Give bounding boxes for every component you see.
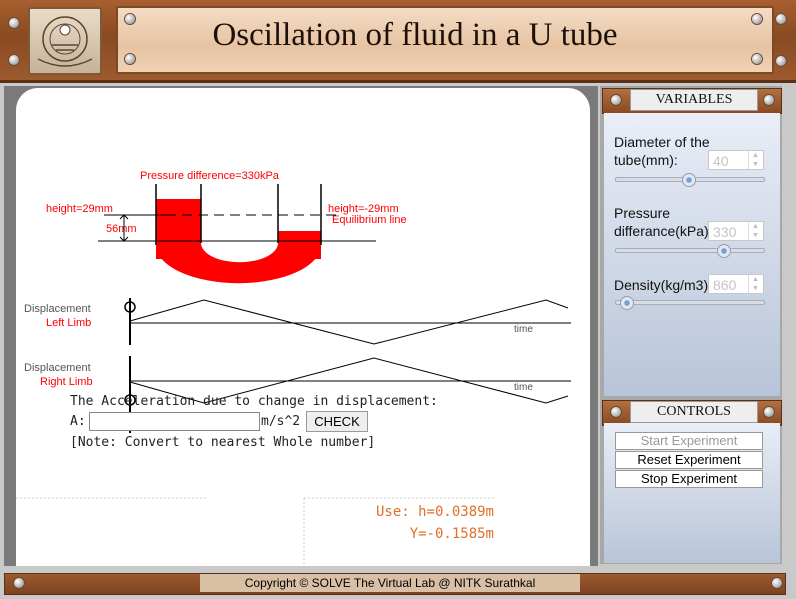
title-plate (116, 6, 774, 74)
graph-left-label-1: Displacement (24, 303, 91, 315)
diameter-value: 40 (713, 153, 729, 169)
simulation-canvas (16, 88, 590, 566)
answer-unit: m/s^2 (261, 414, 301, 429)
spin-arrows-icon[interactable]: ▲ ▼ (748, 222, 762, 240)
bolt-icon (611, 407, 621, 417)
bolt-icon (9, 18, 19, 28)
controls-title: CONTROLS (630, 401, 758, 423)
height-marker (104, 214, 176, 242)
density-value: 860 (713, 277, 737, 293)
height-left-label: height=29mm (46, 203, 113, 215)
graph-right-wave (129, 357, 569, 404)
pressure-slider[interactable] (615, 248, 765, 253)
density-slider-thumb[interactable] (620, 296, 635, 310)
bolt-icon (772, 578, 782, 588)
bolt-icon (9, 55, 19, 65)
stop-experiment-button[interactable]: Stop Experiment (615, 470, 763, 488)
graph-right-label-2: Right Limb (40, 376, 93, 388)
bolt-icon (752, 54, 762, 64)
bolt-icon (764, 95, 774, 105)
bolt-icon (776, 56, 786, 66)
pressure-stepper[interactable]: 330 (708, 221, 764, 241)
variables-title: VARIABLES (630, 89, 758, 111)
spin-arrows-icon[interactable]: ▲ ▼ (748, 275, 762, 293)
question-note: [Note: Convert to nearest Whole number] (70, 435, 376, 450)
bolt-icon (752, 14, 762, 24)
density-label: Density(kg/m3): (614, 277, 713, 293)
diameter-label-1: Diameter of the (614, 134, 710, 150)
page-title: Oscillation of fluid in a U tube (212, 17, 618, 53)
readout-h: Use: h=0.0389m (375, 504, 494, 520)
reset-experiment-button[interactable]: Reset Experiment (615, 451, 763, 469)
logo (28, 7, 102, 75)
u-tube-diagram: Pressure difference=330kPa height=29mm h… (16, 170, 571, 566)
density-slider[interactable] (615, 300, 765, 305)
density-stepper[interactable]: 860 (708, 274, 764, 294)
graph-left-time-label: time (514, 324, 533, 335)
graph-right-marker (124, 394, 136, 406)
footer-copyright: Copyright © SOLVE The Virtual Lab @ NITK… (200, 574, 580, 592)
pressure-slider-thumb[interactable] (717, 244, 731, 258)
height-right-label: height=-29mm (328, 203, 399, 215)
graph-right-label-1: Displacement (24, 362, 91, 374)
u-tube-fluid (156, 199, 321, 284)
readout-y: Y=-0.1585m (409, 526, 494, 542)
bolt-icon (764, 407, 774, 417)
nitk-logo-icon (37, 16, 93, 67)
bolt-icon (125, 54, 135, 64)
span-label: 56mm (106, 223, 137, 235)
bolt-icon (14, 578, 24, 588)
bolt-icon (611, 95, 621, 105)
question-prompt: The Acceleration due to change in displa… (70, 394, 438, 409)
diameter-stepper[interactable]: 40 (708, 150, 764, 170)
graph-left-wave (129, 299, 569, 345)
diameter-slider-thumb[interactable] (681, 173, 696, 187)
pressure-label: Pressure difference=330kPa (140, 170, 280, 182)
diameter-label-2: tube(mm): (614, 152, 678, 168)
graph-left-marker (124, 301, 136, 313)
answer-prefix: A: (70, 414, 86, 429)
bolt-icon (776, 14, 786, 24)
spin-arrows-icon[interactable]: ▲ ▼ (748, 151, 762, 169)
acceleration-input[interactable] (89, 412, 260, 431)
graph-right-time-label: time (514, 382, 533, 393)
check-button[interactable]: CHECK (306, 411, 368, 432)
pressure-label-2: differance(kPa): (614, 223, 713, 239)
graph-left-label-2: Left Limb (46, 317, 91, 329)
start-experiment-button[interactable]: Start Experiment (615, 432, 763, 450)
equilibrium-label: Equilibrium line (332, 214, 407, 226)
bolt-icon (125, 14, 135, 24)
pressure-value: 330 (713, 224, 737, 240)
pressure-label-1: Pressure (614, 205, 671, 221)
